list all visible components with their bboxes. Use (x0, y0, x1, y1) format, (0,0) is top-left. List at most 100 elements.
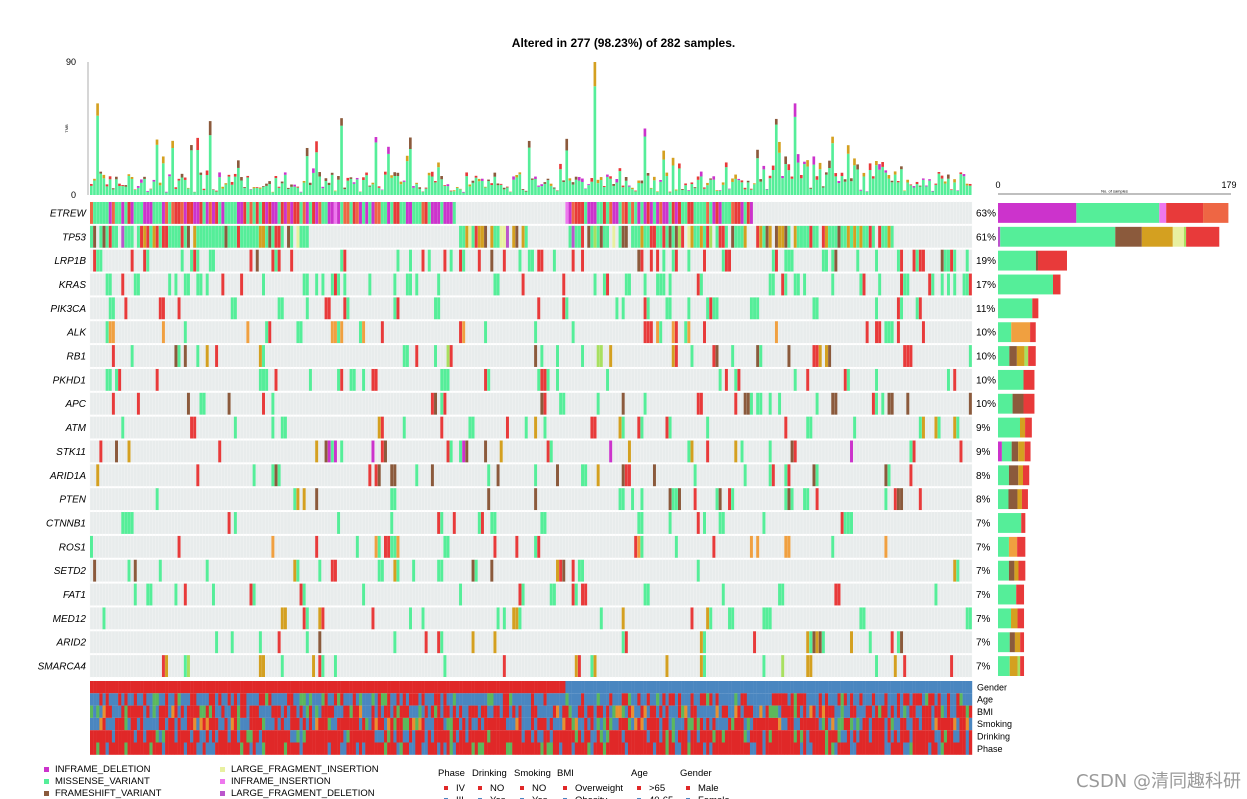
mutation-cell (462, 321, 466, 344)
mutation-cell (674, 488, 678, 511)
clinical-cell (840, 742, 844, 755)
clinical-cell (556, 730, 560, 743)
clinical-cell (937, 693, 941, 706)
mutation-cell (753, 631, 757, 654)
tmb-bar-accent (593, 62, 597, 87)
clinical-cell (621, 742, 626, 755)
mutation-cell (496, 225, 500, 248)
mutation-cell (305, 273, 309, 296)
mutation-cell (152, 225, 156, 248)
side-bar-segment (1159, 203, 1167, 223)
mutation-cell (374, 368, 378, 391)
mutation-cell (374, 535, 378, 558)
tmb-bar-accent (940, 175, 944, 179)
clinical-cell (878, 705, 882, 718)
tmb-bar-accent (477, 178, 481, 182)
mutation-cell (186, 273, 190, 296)
tmb-bar-accent (637, 180, 640, 183)
clinical-cell (255, 705, 260, 718)
mutation-cell (255, 249, 259, 272)
tmb-bar-accent (749, 188, 753, 190)
side-bar-segment (1011, 322, 1031, 343)
clinical-cell (355, 705, 360, 718)
mutation-cell (127, 225, 131, 248)
clinical-cell (921, 742, 926, 755)
mutation-cell (221, 202, 225, 224)
tmb-bar-accent (818, 162, 822, 170)
mutation-cell (734, 440, 738, 463)
clinical-cell (618, 705, 622, 718)
clinical-cell (950, 693, 954, 706)
clinical-cell (656, 693, 660, 706)
mutation-cell (715, 202, 719, 224)
mutation-cell (809, 225, 813, 248)
clinical-cell (155, 730, 160, 743)
tmb-bar-accent (868, 163, 872, 170)
tmb-bar (962, 176, 966, 195)
mutation-cell (362, 583, 366, 606)
clinical-cell (565, 717, 569, 731)
mutation-cell (343, 273, 347, 296)
mutation-cell (740, 225, 744, 248)
clinical-cell (656, 681, 660, 694)
tmb-bar (815, 179, 819, 195)
mutation-cell (521, 583, 525, 606)
mutation-cell (884, 321, 888, 344)
side-bar-segment (1018, 560, 1026, 581)
tmb-bar-accent (937, 172, 941, 174)
clinical-cell (934, 693, 938, 706)
mutation-cell (659, 273, 663, 296)
clinical-cell (850, 730, 854, 743)
mutation-cell (831, 225, 835, 248)
clinical-cell (693, 742, 697, 755)
clinical-cell (584, 742, 588, 755)
clinical-cell (421, 705, 425, 718)
clinical-cell (455, 717, 460, 731)
clinical-cell (505, 681, 510, 694)
clinical-cell (155, 717, 160, 731)
clinical-cell (305, 705, 310, 718)
clinical-cell (368, 742, 372, 755)
clinical-cell (521, 717, 525, 731)
mutation-cell (624, 273, 628, 296)
clinical-cell (703, 693, 707, 706)
clinical-cell (418, 705, 422, 718)
tmb-bar-accent (299, 191, 303, 193)
clinical-cell (828, 742, 832, 755)
clinical-cell (518, 717, 522, 731)
mutation-cell (699, 655, 703, 677)
clinical-cell (668, 742, 672, 755)
clinical-cell (959, 693, 963, 706)
clinical-cell (362, 717, 366, 731)
tmb-bar (831, 143, 834, 195)
mutation-cell (728, 249, 732, 272)
clinical-cell (737, 730, 741, 743)
side-bar-segment (1172, 226, 1184, 247)
clinical-cell (543, 730, 547, 743)
clinical-cell (437, 730, 441, 743)
mutation-cell (299, 202, 303, 224)
tmb-bar-accent (687, 190, 691, 191)
mutation-cell (283, 607, 287, 630)
clinical-cell (474, 717, 479, 731)
clinical-cell (152, 681, 156, 694)
clinical-cell (290, 742, 294, 755)
clinical-cell (434, 730, 438, 743)
clinical-cell (290, 693, 294, 706)
clinical-cell (424, 717, 428, 731)
clinical-cell (549, 742, 554, 755)
mutation-cell (643, 297, 647, 320)
mutation-cell (703, 631, 706, 654)
clinical-cell (728, 681, 732, 694)
clinical-cell (324, 693, 328, 706)
clinical-cell (534, 681, 538, 694)
clinical-cell (380, 730, 385, 743)
tmb-bar-accent (681, 188, 684, 190)
mutation-cell (346, 297, 350, 320)
clinical-cell (706, 717, 710, 731)
clinical-cell (740, 730, 744, 743)
mutation-cell (706, 225, 710, 248)
clinical-cell (168, 693, 172, 706)
mutation-cell (634, 202, 638, 224)
